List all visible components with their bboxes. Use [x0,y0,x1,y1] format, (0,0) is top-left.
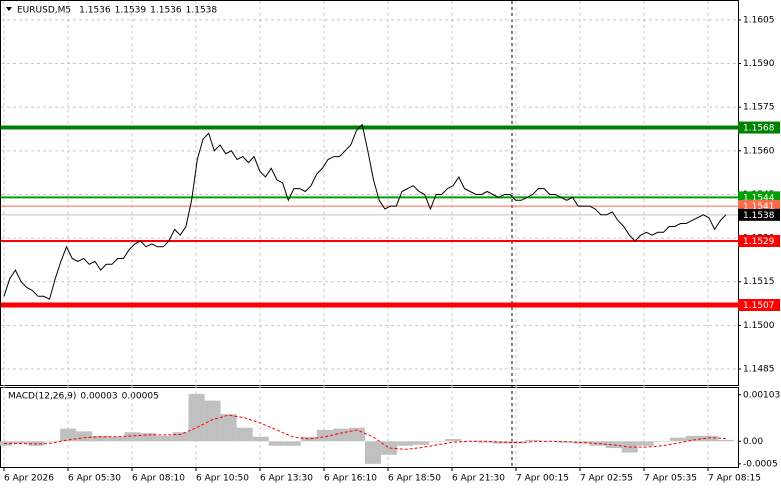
macd-bar [76,431,93,442]
x-tick-label: 6 Apr 05:30 [68,474,121,484]
y-tick-label: 0.00103 [743,390,780,400]
ohlc-value: 1.1539 [115,6,147,16]
macd-bar [397,441,414,446]
macd-bar [12,441,29,444]
macd-bar [140,433,157,442]
macd-reading: 0.00005 [122,392,159,402]
ohlc-value: 1.1536 [79,6,111,16]
macd-bar [429,441,446,442]
macd-bar [188,393,205,442]
macd-bar [316,429,333,442]
macd-bar [284,441,301,446]
x-tick-label: 7 Apr 08:15 [708,474,761,484]
macd-bar [477,441,494,443]
price-line [3,123,727,300]
symbol-title: EURUSD,M5 [17,6,71,16]
macd-bar [365,441,382,464]
macd-bar [669,437,686,442]
macd-bar [717,439,735,442]
macd-bar [44,441,61,442]
macd-bar [220,414,237,442]
macd-bar [60,428,77,442]
main-panel [0,0,739,386]
y-tick-label: 1.1500 [743,321,775,331]
y-tick-label: 1.1560 [743,146,775,156]
macd-bar [156,435,173,442]
macd-bar [589,441,606,446]
macd-bar [92,435,109,442]
macd-bar [300,436,317,442]
ohlc-value: 1.1538 [186,6,218,16]
x-tick-label: 6 Apr 08:10 [132,474,185,484]
y-tick-label: 1.1605 [743,15,775,25]
level-label-box [738,121,780,134]
macd-bar [637,441,654,446]
level-label: 1.1541 [743,202,775,212]
level-label: 1.1529 [743,237,775,247]
macd-bar [172,432,189,442]
macd-bar [413,441,430,445]
level-label-box [738,235,780,247]
macd-bar [268,441,285,446]
y-tick-label: 1.1575 [743,103,775,113]
x-tick-label: 6 Apr 16:10 [324,474,377,484]
level-label: 1.1507 [743,301,775,311]
ohlc-value: 1.1536 [150,6,182,16]
level-label-box [738,208,780,221]
level-label: 1.1568 [743,124,775,134]
macd-bar [685,435,702,442]
macd-bar [332,428,349,442]
level-label: 1.1538 [743,211,775,221]
x-tick-label: 6 Apr 21:30 [452,474,505,484]
macd-bar [525,439,542,442]
macd-bar [381,441,398,455]
x-tick-label: 7 Apr 00:15 [516,474,569,484]
macd-title: MACD(12,26,9) [8,392,76,402]
macd-bar [236,427,253,442]
level-label-box [738,299,780,311]
macd-bar [204,400,221,442]
macd-bar [108,436,125,442]
x-tick-label: 6 Apr 10:50 [196,474,249,484]
signal-line [4,414,727,450]
macd-bar [605,441,622,449]
macd-reading: 0.00003 [80,392,117,402]
macd-bar [348,427,365,442]
macd-bar [653,441,670,442]
x-tick-label: 6 Apr 2026 [4,474,54,484]
macd-bar [509,441,526,444]
y-tick-label: 1.1485 [743,365,775,375]
level-label: 1.1544 [743,193,775,203]
y-tick-label: 1.1515 [743,277,775,287]
x-tick-label: 6 Apr 13:30 [260,474,313,484]
macd-bar [124,432,141,442]
x-tick-label: 7 Apr 05:35 [644,474,697,484]
y-tick-label: 1.1590 [743,59,775,69]
macd-bar [445,439,462,442]
macd-bar [252,436,269,442]
dropdown-icon [6,7,12,11]
x-tick-label: 7 Apr 02:55 [580,474,633,484]
macd-bar [701,435,718,442]
y-tick-label: -0.0005 [743,459,778,469]
y-tick-label: 0.00 [743,437,763,447]
x-tick-label: 6 Apr 18:50 [388,474,441,484]
